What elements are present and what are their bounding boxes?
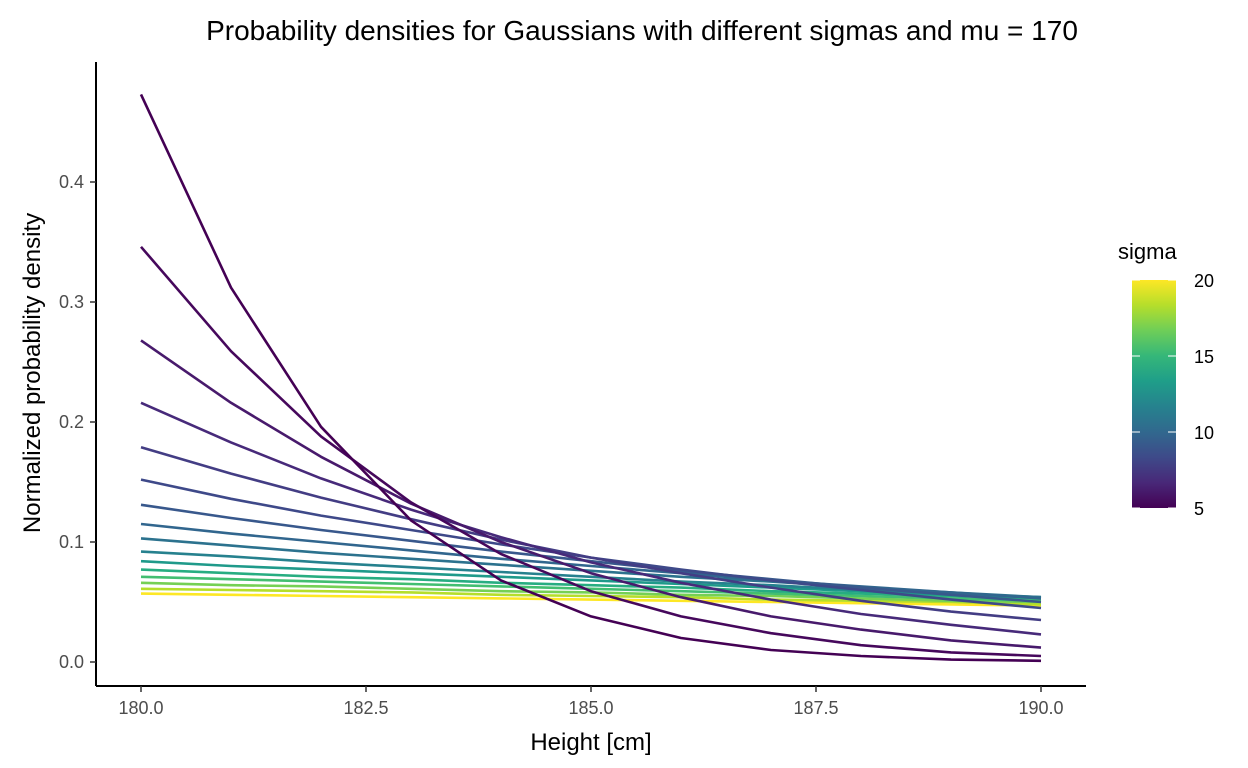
chart-title: Probability densities for Gaussians with… (206, 15, 1078, 46)
series-line-sigma-5 (139, 93, 1042, 663)
y-tick-label: 0.3 (59, 292, 84, 312)
series-line-sigma-8 (140, 401, 1042, 636)
series-line-sigma-9 (140, 445, 1042, 622)
colorbar-tick-label: 10 (1194, 423, 1214, 443)
y-tick-label: 0.0 (59, 652, 84, 672)
series-line-sigma-12 (140, 522, 1042, 600)
series-line-sigma-11 (140, 503, 1042, 604)
series-line-sigma-17 (140, 575, 1042, 603)
x-tick-label: 180.0 (118, 698, 163, 718)
y-tick-label: 0.1 (59, 532, 84, 552)
colorbar-tick-label: 15 (1194, 347, 1214, 367)
x-tick-label: 187.5 (793, 698, 838, 718)
colorbar-ticks: 5 10 15 20 (1132, 271, 1214, 519)
series-line-sigma-6 (140, 245, 1042, 658)
plot-area: 180.0 182.5 185.0 187.5 190.0 0.00.10.20.30.… (59, 62, 1086, 718)
x-tick-label: 190.0 (1018, 698, 1063, 718)
legend-title: sigma (1118, 239, 1177, 264)
series-line-sigma-19 (140, 587, 1042, 606)
series-line-sigma-7 (140, 339, 1042, 649)
x-tick-label: 182.5 (343, 698, 388, 718)
series-group (139, 93, 1042, 663)
y-axis-title: Normalized probability density (19, 213, 46, 533)
y-axis-ticks: 0.0 0.1 0.2 0.3 0.4 (59, 172, 96, 672)
x-tick-label: 185.0 (568, 698, 613, 718)
x-axis-title: Height [cm] (530, 729, 651, 756)
x-axis-ticks: 180.0 182.5 185.0 187.5 190.0 (118, 686, 1064, 718)
colorbar (1132, 280, 1176, 508)
colorbar-tick-label: 20 (1194, 271, 1214, 291)
colorbar-legend: sigma 5 10 15 20 (1118, 239, 1214, 519)
y-tick-label: 0.2 (59, 412, 84, 432)
y-tick-label: 0.4 (59, 172, 84, 192)
colorbar-tick-label: 5 (1194, 499, 1204, 519)
